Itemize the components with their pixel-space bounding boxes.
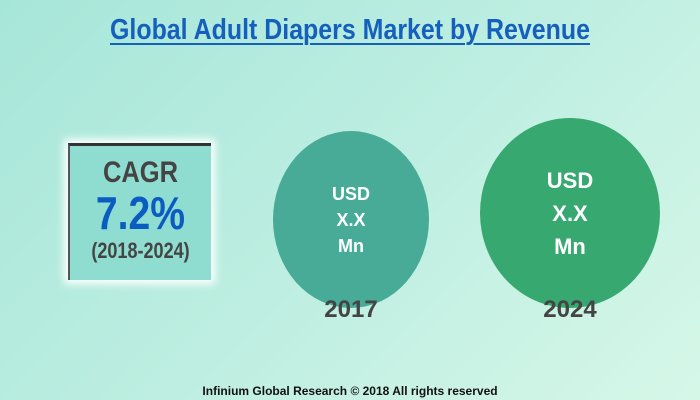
unit-label: Mn xyxy=(554,233,586,259)
cagr-period: (2018-2024) xyxy=(91,238,190,263)
cagr-value: 7.2% xyxy=(95,187,186,239)
year-label-2017: 2017 xyxy=(324,296,378,323)
market-value: X.X xyxy=(552,200,588,226)
market-circle-2024: USD X.X Mn xyxy=(480,118,660,308)
year-label-2024: 2024 xyxy=(543,296,597,323)
page-title: Global Adult Diapers Market by Revenue xyxy=(110,14,590,46)
cagr-box: CAGR 7.2% (2018-2024) xyxy=(68,143,211,280)
copyright-footer: Infinium Global Research © 2018 All righ… xyxy=(202,384,498,398)
unit-label: Mn xyxy=(338,235,364,256)
cagr-label: CAGR xyxy=(102,156,179,189)
currency-label: USD xyxy=(331,183,370,204)
market-value: X.X xyxy=(336,209,366,230)
currency-label: USD xyxy=(546,167,594,193)
market-circle-2017: USD X.X Mn xyxy=(273,131,429,308)
